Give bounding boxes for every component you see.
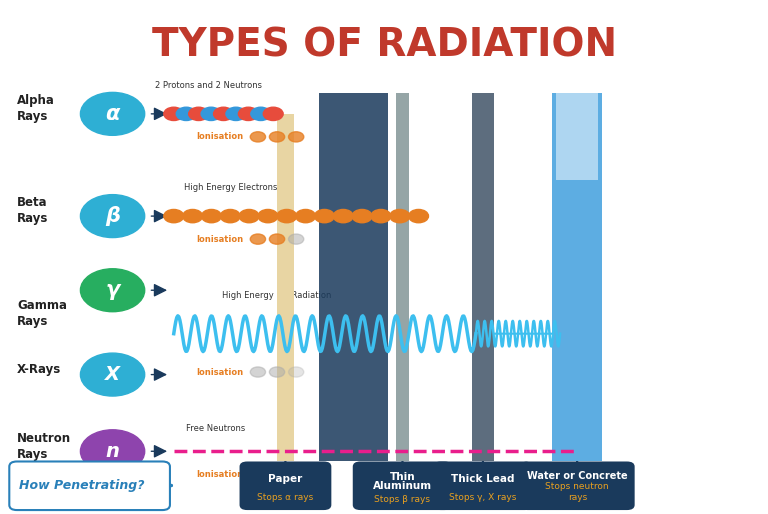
Circle shape (164, 210, 184, 223)
Circle shape (296, 210, 316, 223)
Circle shape (409, 210, 429, 223)
Circle shape (270, 234, 285, 244)
Text: Thick Lead: Thick Lead (451, 474, 515, 484)
Circle shape (239, 210, 259, 223)
Circle shape (276, 210, 296, 223)
Circle shape (333, 210, 353, 223)
Text: Paper: Paper (268, 474, 303, 484)
Text: 2 Protons and 2 Neutrons: 2 Protons and 2 Neutrons (154, 81, 262, 90)
Text: X-Rays: X-Rays (17, 363, 61, 376)
Text: TYPES OF RADIATION: TYPES OF RADIATION (151, 27, 617, 65)
Circle shape (81, 430, 144, 473)
Circle shape (258, 210, 278, 223)
Text: High Energy Electrons: High Energy Electrons (184, 183, 278, 192)
Text: How Penetrating?: How Penetrating? (19, 479, 144, 492)
Circle shape (250, 234, 266, 244)
Text: Thin: Thin (389, 472, 415, 482)
FancyBboxPatch shape (520, 462, 634, 510)
Circle shape (289, 132, 304, 142)
Circle shape (176, 107, 196, 120)
Circle shape (201, 107, 221, 120)
FancyBboxPatch shape (319, 94, 388, 462)
Circle shape (250, 132, 266, 142)
Circle shape (220, 210, 240, 223)
Circle shape (371, 210, 391, 223)
Text: Water or Concrete: Water or Concrete (527, 471, 627, 481)
Circle shape (226, 107, 246, 120)
Text: rays: rays (568, 493, 587, 502)
Text: Neutron
Rays: Neutron Rays (17, 432, 71, 461)
Circle shape (263, 107, 283, 120)
Circle shape (189, 107, 209, 120)
Circle shape (270, 469, 285, 480)
FancyBboxPatch shape (552, 94, 602, 462)
Circle shape (289, 234, 304, 244)
Text: γ: γ (105, 280, 120, 300)
Text: Alpha
Rays: Alpha Rays (17, 94, 55, 123)
Circle shape (81, 353, 144, 396)
Circle shape (81, 195, 144, 237)
Text: Ionisation: Ionisation (197, 133, 243, 141)
FancyBboxPatch shape (277, 114, 294, 462)
Text: Beta
Rays: Beta Rays (17, 196, 48, 226)
Text: High Energy EM Radiation: High Energy EM Radiation (223, 291, 332, 300)
Text: β: β (105, 206, 120, 226)
FancyBboxPatch shape (472, 94, 494, 462)
Text: n: n (106, 442, 120, 461)
Text: Ionisation: Ionisation (197, 368, 243, 377)
Text: Aluminum: Aluminum (373, 481, 432, 491)
Circle shape (390, 210, 409, 223)
Circle shape (81, 93, 144, 135)
Text: α: α (105, 104, 120, 124)
Text: Ionisation: Ionisation (197, 234, 243, 244)
FancyBboxPatch shape (9, 462, 170, 510)
FancyBboxPatch shape (240, 462, 331, 510)
FancyBboxPatch shape (396, 94, 409, 462)
FancyBboxPatch shape (433, 462, 532, 510)
Circle shape (352, 210, 372, 223)
Text: Gamma
Rays: Gamma Rays (17, 299, 67, 328)
Circle shape (289, 469, 304, 480)
Circle shape (183, 210, 203, 223)
Circle shape (250, 469, 266, 480)
Circle shape (250, 367, 266, 377)
Text: Stops neutron: Stops neutron (545, 482, 609, 490)
Circle shape (270, 367, 285, 377)
Circle shape (201, 210, 221, 223)
Circle shape (238, 107, 258, 120)
Text: Free Neutrons: Free Neutrons (186, 424, 246, 433)
Circle shape (164, 107, 184, 120)
Text: Stops γ, X rays: Stops γ, X rays (449, 493, 517, 502)
Circle shape (289, 367, 304, 377)
Text: Stops α rays: Stops α rays (257, 493, 313, 502)
Circle shape (251, 107, 271, 120)
Circle shape (314, 210, 334, 223)
Circle shape (214, 107, 233, 120)
Text: Ionisation: Ionisation (197, 470, 243, 479)
Circle shape (270, 132, 285, 142)
Text: X: X (105, 365, 120, 384)
FancyBboxPatch shape (353, 462, 452, 510)
Text: Stops β rays: Stops β rays (375, 495, 431, 504)
FancyBboxPatch shape (556, 94, 598, 180)
Circle shape (81, 269, 144, 311)
